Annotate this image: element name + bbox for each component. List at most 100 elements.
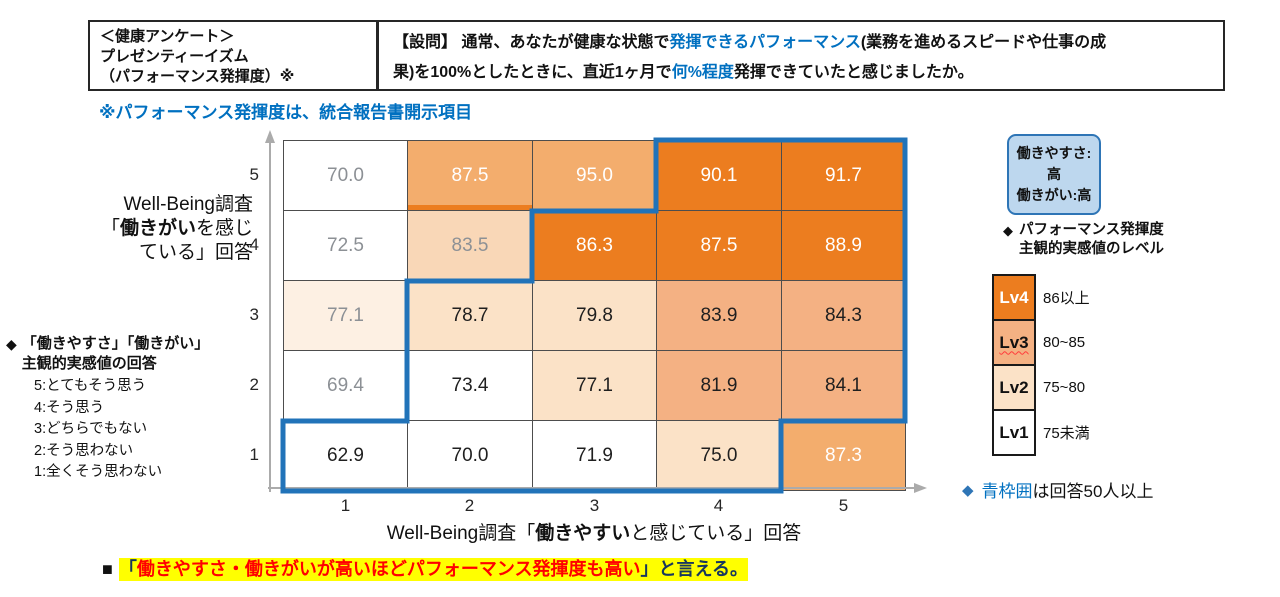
x-axis-arrowhead-icon [914, 483, 927, 493]
performance-level-heading: ◆ パフォーマンス発揮度 主観的実感値のレベル [1003, 221, 1164, 259]
scale-item: 1:全くそう思わない [34, 464, 163, 480]
x-tick-label: 1 [340, 496, 351, 515]
quadrant-label-box: 働きやすさ:高 働きがい:高 [1007, 134, 1101, 215]
x-axis-title: Well-Being調査「働きやすいと感じている」回答 [253, 518, 935, 545]
heading-line: パフォーマンス発揮度 [1019, 222, 1164, 238]
topic-line: プレゼンティーイズム [100, 48, 249, 65]
level-range: 75~80 [1043, 379, 1086, 396]
answer-scale-items: 5:とてもそう思う 4:そう思う 3:どちらでもない 2:そう思わない 1:全くそう思わ… [34, 376, 266, 484]
level-range: 75未満 [1043, 425, 1090, 442]
heatmap-cell: 62.9 [283, 420, 408, 491]
y-axis-title-line: Well-Being調査 [20, 193, 253, 217]
heatmap-cell: 84.3 [781, 280, 906, 351]
conclusion-banner: ■ 「働きやすさ・働きがいが高いほどパフォーマンス発揮度も高い」と言える。 [102, 555, 748, 581]
x-tick-label: 5 [838, 496, 849, 515]
text-segment: 果)を [393, 64, 431, 81]
heading-line: 「働きやすさ」「働きがい」 [21, 335, 210, 352]
heatmap-cell: 90.1 [656, 140, 782, 211]
level-row: Lv4 86以上 [992, 274, 1090, 321]
y-tick-label: 4 [249, 235, 259, 254]
text-segment: としたときに、直近1ヶ月で [471, 64, 672, 81]
heatmap-cell: 87.5 [656, 210, 782, 281]
heatmap-cell: 91.7 [781, 140, 906, 211]
scale-item: 3:どちらでもない [34, 421, 148, 437]
heatmap-cell: 78.7 [407, 280, 533, 351]
heatmap-cell: 70.0 [283, 140, 408, 211]
conclusion-highlight-text: 「働きやすさ・働きがいが高いほどパフォーマンス発揮度も高い」と言える。 [118, 558, 748, 581]
heatmap-cell: 69.4 [283, 350, 408, 421]
heatmap-cell: 81.9 [656, 350, 782, 421]
y-tick-label: 2 [249, 375, 259, 394]
answer-scale-heading-text: 「働きやすさ」「働きがい」 主観的実感値の回答 [22, 334, 210, 374]
y-axis-ticks: 5 4 3 2 1 [225, 140, 259, 491]
text-segment: 働きやすい [535, 523, 631, 544]
text-segment: 青枠囲 [981, 482, 1033, 501]
answer-scale-heading: ◆ 「働きやすさ」「働きがい」 主観的実感値の回答 [6, 334, 266, 374]
level-label: Lv3 [999, 332, 1029, 352]
question-line-2: 果)を100%としたときに、直近1ヶ月で何%程度発揮できていたと感じましたか。 [393, 58, 1209, 88]
y-axis-title-line: ている」回答 [20, 241, 253, 265]
diamond-icon: ◆ [1003, 223, 1013, 238]
level-swatch: Lv3 [992, 319, 1036, 366]
scale-item: 2:そう思わない [34, 442, 134, 459]
heading-line: 主観的実感値のレベル [1019, 241, 1164, 257]
text-segment: 100% [430, 64, 472, 81]
x-tick-label: 4 [713, 496, 724, 515]
text-segment: ている」回答 [138, 242, 253, 263]
question-box: 【設問】 通常、あなたが健康な状態で発揮できるパフォーマンス(業務を進めるスピー… [377, 20, 1225, 91]
heatmap-cell: 83.9 [656, 280, 782, 351]
level-range: 80~85 [1043, 334, 1086, 351]
level-swatch: Lv1 [992, 409, 1036, 456]
level-label: Lv1 [999, 422, 1029, 442]
heatmap-cell: 87.3 [781, 420, 906, 491]
topic-line: ＜健康アンケート＞ [100, 28, 235, 45]
heatmap-cell: 71.9 [532, 420, 657, 491]
level-range: 86以上 [1043, 290, 1090, 307]
heatmap-cell: 72.5 [283, 210, 408, 281]
heatmap-grid: 70.0 87.5 95.0 90.1 91.7 72.5 83.5 86.3 87.5 88.9… [283, 140, 906, 491]
heatmap-cell: 87.5 [407, 140, 533, 211]
level-label: Lv2 [999, 377, 1029, 397]
text-segment: 」と言える。 [640, 559, 748, 579]
level-label: Lv4 [999, 287, 1029, 307]
heatmap-cell: 84.1 [781, 350, 906, 421]
text-segment: 「 [100, 218, 120, 239]
heatmap-cell: 79.8 [532, 280, 657, 351]
question-line-1: 【設問】 通常、あなたが健康な状態で発揮できるパフォーマンス(業務を進めるスピー… [393, 28, 1209, 58]
scale-item: 5:とてもそう思う [34, 378, 147, 394]
blue-frame-note-text: 青枠囲は回答50人以上 [982, 477, 1154, 502]
square-bullet-icon: ■ [102, 559, 113, 579]
heatmap-cell: 86.3 [532, 210, 657, 281]
heatmap-cell: 77.1 [283, 280, 408, 351]
blue-frame-note: ◆ 青枠囲は回答50人以上 [962, 477, 1153, 502]
performance-level-legend: Lv4 86以上 Lv3 80~85 Lv2 75~80 Lv1 75未満 [992, 274, 1090, 456]
y-tick-label: 3 [249, 305, 259, 324]
x-tick-label: 3 [589, 496, 600, 515]
heatmap-cell: 95.0 [532, 140, 657, 211]
diamond-icon: ◆ [6, 336, 17, 352]
heatmap-cell: 75.0 [656, 420, 782, 491]
text-segment: 働きがい [119, 218, 196, 239]
level-row: Lv2 75~80 [992, 364, 1090, 411]
quadrant-line: 働きやすさ:高 [1016, 145, 1092, 182]
heatmap-cell: 73.4 [407, 350, 533, 421]
quadrant-line: 働きがい:高 [1016, 187, 1092, 203]
disclosure-note: ※パフォーマンス発揮度は、統合報告書開示項目 [99, 103, 473, 122]
text-segment: (業務を進めるスピードや仕事の成 [860, 34, 1107, 51]
y-tick-label: 5 [249, 165, 259, 184]
text-segment: 発揮できるパフォーマンス [669, 34, 861, 51]
text-segment: と感じている」回答 [630, 523, 802, 544]
text-segment: 【設問】 通常、あなたが健康な状態で [393, 34, 670, 51]
text-segment: は回答50人以上 [1032, 482, 1154, 501]
heatmap-cell: 77.1 [532, 350, 657, 421]
level-row: Lv3 80~85 [992, 319, 1090, 366]
y-axis-title-line: 「働きがいを感じ [20, 217, 253, 241]
heading-line: 主観的実感値の回答 [21, 355, 157, 372]
scale-item: 4:そう思う [34, 399, 105, 416]
answer-scale-legend: ◆ 「働きやすさ」「働きがい」 主観的実感値の回答 5:とてもそう思う 4:そう思… [6, 334, 266, 484]
text-segment: を感じ [195, 218, 253, 239]
level-swatch: Lv2 [992, 364, 1036, 411]
heatmap-cell: 83.5 [407, 210, 533, 281]
level-row: Lv1 75未満 [992, 409, 1090, 456]
